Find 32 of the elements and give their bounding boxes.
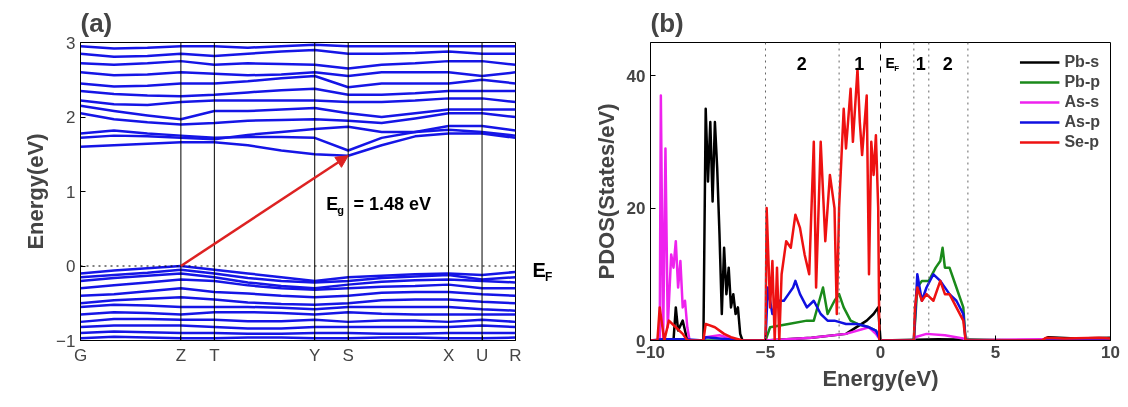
x-tick-label: −5 (755, 342, 776, 362)
annotation: 2 (796, 53, 807, 74)
x-tick-label: S (342, 345, 354, 365)
annotation: 1 (915, 53, 926, 74)
y-axis-title: PDOS(States/eV) (593, 103, 619, 280)
x-tick-label: R (509, 345, 522, 365)
y-axis-title: Energy(eV) (23, 133, 49, 250)
x-tick-label: 5 (990, 342, 1001, 362)
legend-label: Se-p (1064, 133, 1100, 151)
legend-label: Pb-s (1064, 53, 1100, 71)
x-axis-title: Energy(eV) (822, 365, 939, 391)
x-tick-label: U (475, 345, 489, 365)
y-tick-label: 2 (66, 108, 76, 127)
x-tick-label: X (442, 345, 455, 365)
y-tick-label: 40 (626, 66, 646, 86)
y-tick-label: 1 (66, 182, 76, 202)
legend-label: As-p (1064, 113, 1100, 131)
x-tick-label: T (209, 345, 220, 365)
y-tick-label: 20 (626, 199, 646, 219)
chart-title: (b) (650, 7, 684, 38)
legend-label: As-s (1064, 93, 1100, 111)
x-tick-label: 0 (875, 342, 886, 362)
x-tick-label: 10 (1101, 342, 1120, 362)
x-tick-label: Y (309, 345, 321, 365)
annotation: 1 (854, 53, 865, 74)
annotation: 2 (942, 53, 953, 74)
y-tick-label: 0 (66, 257, 76, 276)
y-tick-label: 3 (66, 33, 76, 53)
y-tick-label: −1 (56, 331, 76, 351)
legend-label: Pb-p (1064, 73, 1100, 91)
chart-title: (a) (80, 7, 113, 38)
x-tick-label: Z (175, 345, 187, 365)
